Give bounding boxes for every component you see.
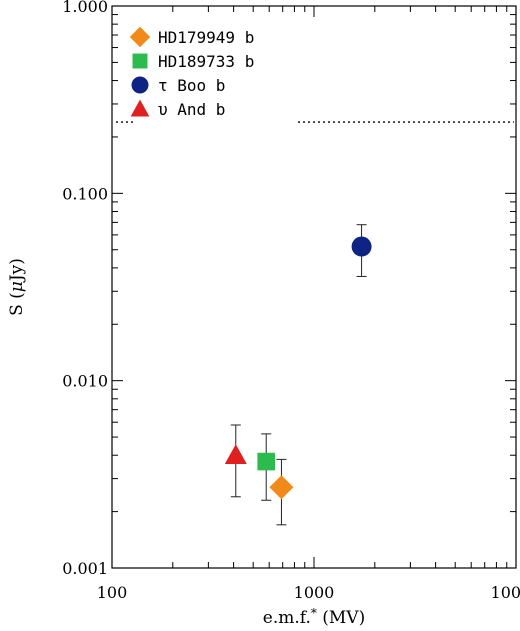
data-point-square bbox=[257, 452, 276, 471]
x-tick-label: 100 bbox=[97, 583, 128, 602]
legend-marker-triangle bbox=[130, 99, 150, 117]
y-tick-label: 0.100 bbox=[62, 184, 108, 203]
data-point-diamond bbox=[269, 475, 294, 500]
legend-label: τ Boo b bbox=[158, 76, 225, 95]
x-tick-label: 1000 bbox=[294, 583, 335, 602]
y-axis-label: S (μJy) bbox=[7, 258, 27, 316]
legend-marker-diamond bbox=[129, 26, 151, 48]
legend-label: HD179949 b bbox=[158, 28, 254, 47]
legend-label: υ And b bbox=[158, 100, 225, 119]
y-tick-label: 1.000 bbox=[62, 0, 108, 16]
legend-marker-square bbox=[132, 53, 148, 69]
y-tick-label: 0.001 bbox=[62, 559, 108, 578]
legend-marker-circle bbox=[131, 76, 149, 94]
data-point-triangle bbox=[224, 444, 247, 465]
y-tick-label: 0.010 bbox=[62, 372, 108, 391]
x-axis-label: e.m.f.* (MV) bbox=[263, 606, 365, 628]
legend: HD179949 b HD189733 b τ Boo b υ And b bbox=[129, 26, 254, 119]
legend-label: HD189733 b bbox=[158, 52, 254, 71]
data-point-circle bbox=[351, 236, 372, 257]
x-tick-label: 10000 bbox=[491, 583, 520, 602]
